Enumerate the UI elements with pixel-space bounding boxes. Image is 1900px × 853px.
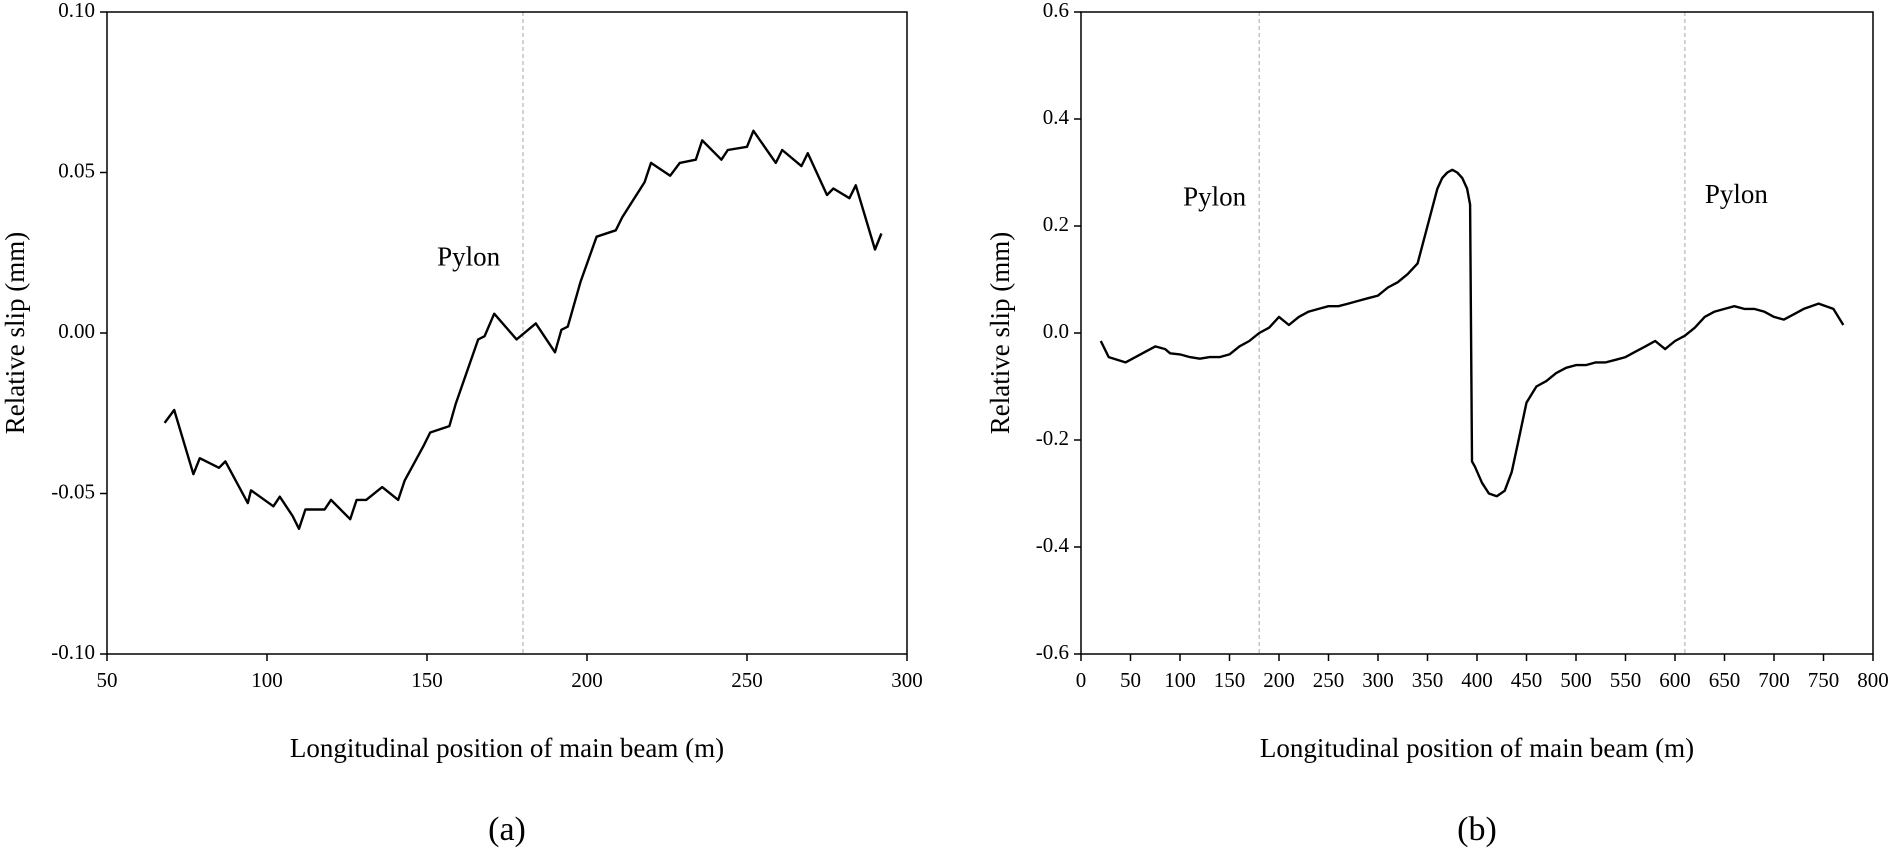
y-tick-label: 0.10	[58, 0, 95, 22]
x-tick-label: 150	[1214, 668, 1246, 692]
x-tick-label: 250	[1313, 668, 1345, 692]
y-tick-label: -0.05	[51, 479, 95, 503]
x-tick-label: 100	[251, 668, 283, 692]
y-tick-label: 0.00	[58, 319, 95, 343]
annotation: Pylon	[437, 241, 501, 271]
x-tick-label: 550	[1610, 668, 1642, 692]
x-tick-label: 0	[1076, 668, 1087, 692]
y-axis-title: Relative slip (mm)	[985, 232, 1015, 434]
x-tick-label: 500	[1560, 668, 1592, 692]
y-tick-label: -0.6	[1036, 640, 1069, 664]
x-tick-label: 300	[1362, 668, 1394, 692]
annotation: Pylon	[1705, 179, 1769, 209]
y-tick-label: -0.10	[51, 640, 95, 664]
caption: (b)	[1457, 811, 1497, 848]
x-tick-label: 800	[1857, 668, 1889, 692]
x-tick-label: 750	[1808, 668, 1840, 692]
x-tick-label: 600	[1659, 668, 1691, 692]
y-tick-label: 0.0	[1043, 319, 1069, 343]
plot-frame	[1080, 11, 1874, 655]
x-tick-label: 150	[411, 668, 443, 692]
plot-frame	[106, 11, 908, 655]
x-tick-label: 650	[1709, 668, 1741, 692]
x-tick-label: 400	[1461, 668, 1493, 692]
x-tick-label: 300	[891, 668, 923, 692]
x-tick-label: 700	[1758, 668, 1790, 692]
y-axis-title: Relative slip (mm)	[0, 232, 30, 434]
annotation: Pylon	[1183, 181, 1247, 211]
x-axis-title: Longitudinal position of main beam (m)	[290, 733, 724, 763]
y-tick-label: 0.4	[1043, 105, 1070, 129]
y-tick-label: 0.6	[1043, 0, 1069, 22]
x-tick-label: 50	[97, 668, 118, 692]
y-tick-label: -0.2	[1036, 426, 1069, 450]
x-axis-title: Longitudinal position of main beam (m)	[1260, 733, 1694, 763]
x-tick-label: 200	[571, 668, 603, 692]
x-tick-label: 50	[1120, 668, 1141, 692]
y-tick-label: -0.4	[1036, 533, 1070, 557]
data-line	[163, 129, 883, 530]
x-tick-label: 100	[1164, 668, 1196, 692]
y-tick-label: 0.2	[1043, 212, 1069, 236]
data-line	[1099, 168, 1845, 498]
x-tick-label: 200	[1263, 668, 1295, 692]
x-tick-label: 250	[731, 668, 763, 692]
y-tick-label: 0.05	[58, 158, 95, 182]
x-tick-label: 350	[1412, 668, 1444, 692]
x-tick-label: 450	[1511, 668, 1543, 692]
caption: (a)	[488, 811, 526, 848]
